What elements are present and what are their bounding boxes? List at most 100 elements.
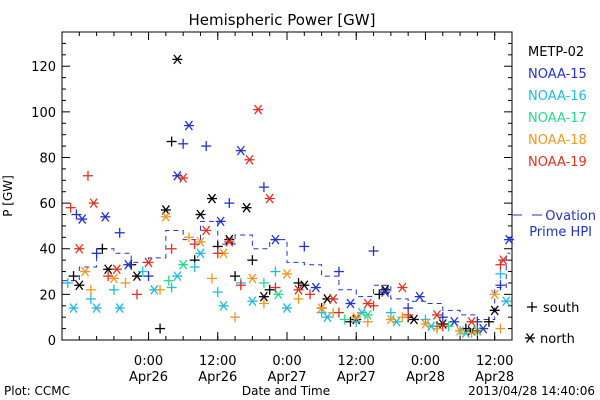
ovation-line <box>62 220 511 320</box>
north-point <box>310 282 321 293</box>
north-point <box>80 266 91 277</box>
north-point <box>88 198 99 209</box>
south-point <box>201 141 212 152</box>
y-tick-label: 120 <box>31 60 56 75</box>
north-point <box>316 303 327 313</box>
south-point <box>137 266 148 277</box>
legend-entry: NOAA-15 <box>528 67 587 82</box>
north-point <box>114 303 125 313</box>
north-point <box>414 291 425 302</box>
south-point <box>85 284 96 295</box>
south-point <box>235 280 246 291</box>
north-point <box>253 104 264 115</box>
north-point <box>74 243 85 254</box>
north-point <box>68 303 79 313</box>
north-point <box>244 154 255 165</box>
south-point <box>163 275 174 286</box>
north-point <box>420 319 431 329</box>
north-point <box>282 268 292 279</box>
south-point <box>339 314 350 325</box>
south-point <box>258 182 269 193</box>
north-point <box>183 120 194 131</box>
marker-legend-north: north <box>540 332 575 347</box>
north-point <box>132 271 142 282</box>
north-point <box>74 280 85 291</box>
north-point <box>501 296 512 307</box>
south-point <box>305 289 316 300</box>
south-point <box>437 321 448 332</box>
plot-frame <box>61 31 513 341</box>
north-point <box>380 284 391 295</box>
x-tick-date: Apr26 <box>129 370 168 385</box>
south-point <box>155 284 166 295</box>
south-point <box>108 284 119 295</box>
south-point <box>299 241 310 252</box>
south-point <box>132 289 142 300</box>
south-point <box>495 268 506 279</box>
north-point <box>466 316 477 327</box>
legend-entry: NOAA-19 <box>528 155 587 170</box>
north-point <box>455 325 466 336</box>
north-point <box>322 312 333 323</box>
north-point <box>241 202 252 213</box>
south-point <box>362 316 373 327</box>
north-point <box>235 145 246 156</box>
south-point <box>495 280 506 291</box>
north-point <box>224 236 235 247</box>
north-point <box>247 273 258 284</box>
south-point <box>166 243 177 254</box>
north-point <box>525 333 535 343</box>
north-point <box>328 294 339 304</box>
y-tick-label: 100 <box>31 106 56 121</box>
marker-legend-south: south <box>543 301 579 316</box>
south-point <box>495 323 506 334</box>
south-point <box>143 271 154 282</box>
north-point <box>195 236 206 247</box>
south-point <box>183 232 194 243</box>
north-point <box>345 298 356 309</box>
north-point <box>215 216 226 227</box>
north-point <box>362 298 373 309</box>
south-point <box>333 266 344 277</box>
south-point <box>527 302 537 312</box>
north-point <box>77 214 88 224</box>
chart-title: Hemispheric Power [GW] <box>189 11 376 29</box>
north-point <box>178 173 189 183</box>
x-tick-time: 12:00 <box>199 354 236 369</box>
north-point <box>299 280 310 291</box>
y-tick-label: 60 <box>39 197 56 212</box>
ovation-legend-label-2: Prime HPI <box>529 225 592 240</box>
north-point <box>397 282 408 293</box>
y-tick-label: 40 <box>39 243 56 258</box>
north-point <box>270 234 281 245</box>
ovation-legend-label: Ovation <box>545 209 596 224</box>
x-tick-time: 12:00 <box>476 354 513 369</box>
x-axis-label: Date and Time <box>242 384 330 398</box>
north-point <box>123 259 134 270</box>
north-point <box>172 54 183 65</box>
north-point <box>224 234 235 245</box>
legend: METP-02 NOAA-15 NOAA-16 NOAA-17 NOAA-18 NOAA-… <box>512 45 596 347</box>
north-point <box>385 314 396 325</box>
north-point <box>201 225 212 236</box>
north-point <box>207 193 217 204</box>
north-point <box>172 271 183 282</box>
series-noaa-15 <box>71 120 515 334</box>
y-tick-label: 20 <box>39 288 56 303</box>
south-point <box>65 202 76 213</box>
south-point <box>82 170 93 181</box>
south-point <box>212 287 223 298</box>
north-point <box>100 211 111 222</box>
south-point <box>212 248 223 259</box>
series-metp-02 <box>68 54 500 336</box>
south-point <box>483 316 494 327</box>
south-point <box>230 271 241 282</box>
south-point <box>178 138 189 149</box>
south-point <box>114 227 125 238</box>
south-point <box>97 243 108 254</box>
north-point <box>351 312 362 323</box>
legend-entry: METP-02 <box>528 45 584 60</box>
south-point <box>258 277 269 288</box>
south-point <box>316 307 327 318</box>
